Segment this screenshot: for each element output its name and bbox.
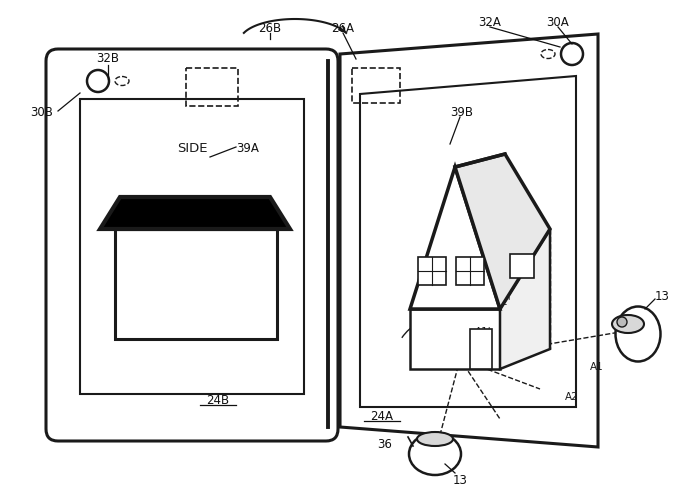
Polygon shape xyxy=(455,155,550,309)
Text: 13: 13 xyxy=(453,472,468,486)
Text: A1: A1 xyxy=(590,361,603,371)
Ellipse shape xyxy=(612,315,644,333)
Bar xyxy=(456,258,484,285)
Text: A1': A1' xyxy=(475,326,491,336)
Bar xyxy=(115,229,277,339)
Text: 32B: 32B xyxy=(97,51,120,64)
Text: A2: A2 xyxy=(565,391,579,401)
Text: 32A: 32A xyxy=(479,16,501,28)
Polygon shape xyxy=(340,35,598,447)
Text: 39A: 39A xyxy=(237,141,260,154)
Bar xyxy=(186,69,238,107)
Polygon shape xyxy=(410,309,500,369)
Text: 24A: 24A xyxy=(370,408,393,422)
Text: SIDE: SIDE xyxy=(177,141,207,154)
Bar xyxy=(510,254,534,279)
Polygon shape xyxy=(410,168,500,309)
Bar xyxy=(418,258,446,285)
Ellipse shape xyxy=(417,432,453,446)
Polygon shape xyxy=(410,229,550,309)
Bar xyxy=(352,69,400,104)
FancyBboxPatch shape xyxy=(46,50,338,441)
Text: 30B: 30B xyxy=(31,105,53,118)
Text: 24B: 24B xyxy=(206,393,230,406)
Ellipse shape xyxy=(409,433,461,475)
Ellipse shape xyxy=(615,307,661,362)
Circle shape xyxy=(561,44,583,66)
Text: 26B: 26B xyxy=(258,21,281,35)
Text: 13: 13 xyxy=(654,289,669,302)
Text: A2': A2' xyxy=(495,296,512,306)
Polygon shape xyxy=(100,198,290,229)
Circle shape xyxy=(617,317,627,327)
Polygon shape xyxy=(360,77,576,407)
Text: 36: 36 xyxy=(377,438,393,450)
Circle shape xyxy=(87,71,109,93)
Text: 30A: 30A xyxy=(547,16,569,28)
Text: 39B: 39B xyxy=(451,105,473,118)
Bar xyxy=(80,100,304,394)
Polygon shape xyxy=(500,229,550,369)
Text: 26A: 26A xyxy=(332,21,354,35)
Bar xyxy=(470,329,492,369)
